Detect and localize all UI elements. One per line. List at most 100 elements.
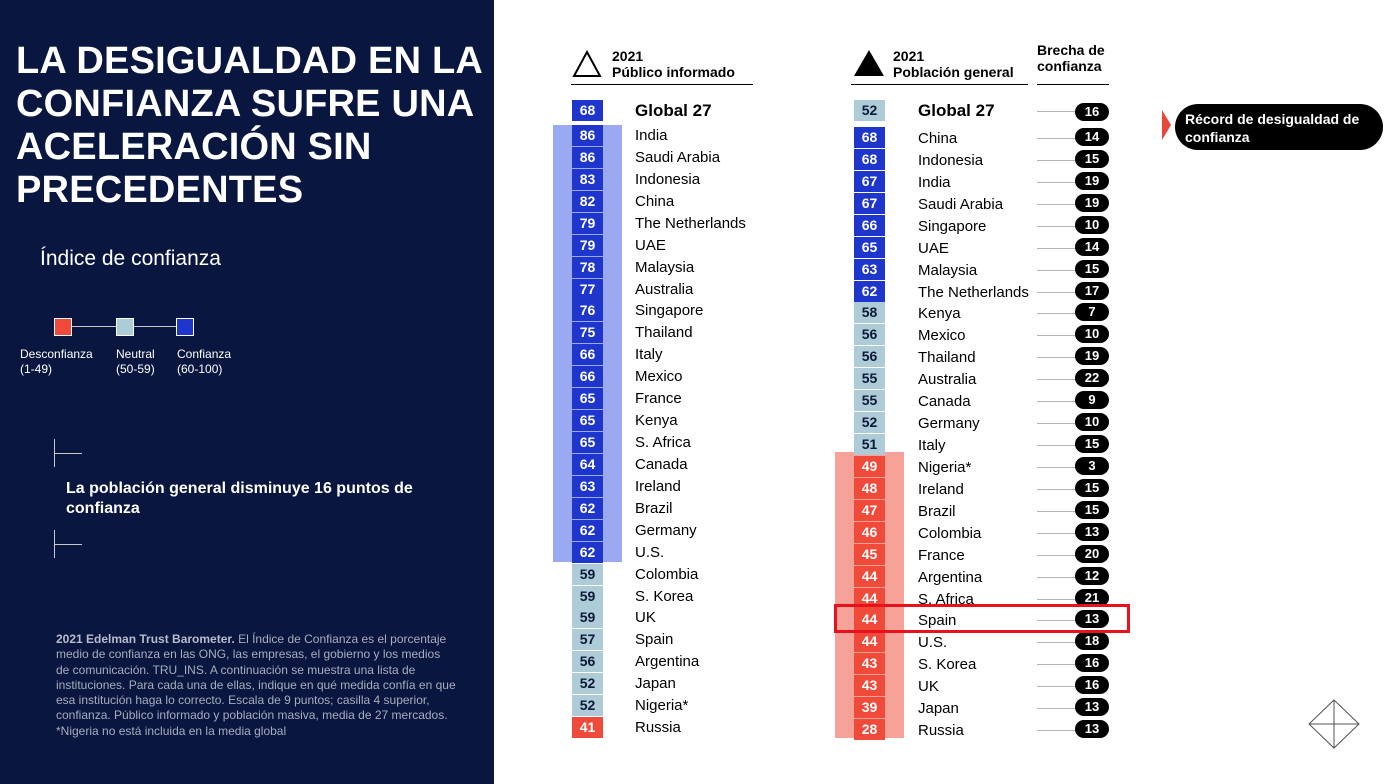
trust-score-badge: 62 — [572, 497, 603, 519]
country-row: 59 Colombia — [572, 563, 772, 585]
gap-leader-line — [1037, 291, 1095, 293]
country-label: India — [635, 127, 668, 144]
trust-score-badge: 55 — [854, 368, 885, 390]
trust-gap-pill: 10 — [1075, 325, 1109, 344]
trust-gap-pill: 10 — [1075, 215, 1109, 234]
trust-score-badge: 65 — [572, 388, 603, 410]
country-label: The Netherlands — [635, 214, 746, 232]
legend-trust-label: Confianza (60-100) — [177, 347, 232, 376]
trust-score-badge: 76 — [572, 300, 603, 322]
country-row: 62 Germany — [572, 519, 772, 541]
country-row: 78 Malaysia — [572, 256, 772, 278]
gap-leader-line — [1037, 554, 1095, 556]
country-label: Ireland — [635, 477, 681, 495]
gap-leader-line — [1037, 138, 1095, 139]
left-panel: LA DESIGUALDAD EN LA CONFIANZA SUFRE UNA… — [0, 0, 494, 784]
country-row: 52 Japan — [572, 673, 772, 695]
country-label: UAE — [635, 236, 666, 254]
trust-score-badge: 56 — [854, 346, 885, 368]
country-label: U.S. — [635, 543, 665, 561]
trust-score-badge: 51 — [854, 434, 885, 456]
general-header: 2021 Población general — [893, 48, 1014, 80]
gap-leader-line — [1037, 598, 1095, 600]
trust-score-badge: 55 — [854, 390, 885, 412]
country-row: 67 India 19 — [854, 170, 1114, 192]
country-row: 79 The Netherlands — [572, 212, 772, 234]
country-row: 44 U.S. 18 — [854, 631, 1114, 653]
trust-score-badge: 75 — [572, 322, 603, 344]
country-label: China — [635, 192, 675, 210]
trust-score-badge: 62 — [572, 519, 603, 541]
gap-leader-line — [1037, 686, 1095, 688]
country-label: India — [918, 173, 951, 191]
country-row: 62 U.S. — [572, 541, 772, 563]
general-triangle-icon — [854, 50, 884, 76]
country-label: The Netherlands — [918, 283, 1029, 301]
country-label: Saudi Arabia — [918, 195, 1004, 213]
informed-header-rule — [571, 84, 753, 85]
trust-gap-pill: 21 — [1075, 588, 1109, 607]
trust-score-badge: 59 — [572, 563, 603, 585]
country-row: 43 S. Korea 16 — [854, 653, 1114, 675]
country-label: Argentina — [918, 568, 983, 586]
country-label: Kenya — [918, 305, 961, 323]
country-row: 57 Spain — [572, 629, 772, 651]
trust-score-badge: 46 — [854, 521, 885, 543]
trust-score-badge: 63 — [572, 475, 603, 497]
country-label: U.S. — [918, 634, 948, 652]
trust-score-badge: 63 — [854, 258, 885, 280]
trust-gap-pill: 16 — [1075, 103, 1109, 121]
trust-score-badge: 44 — [854, 609, 885, 631]
trust-score-badge: 43 — [854, 675, 885, 697]
trust-gap-pill: 9 — [1075, 391, 1109, 410]
gap-leader-line — [1037, 423, 1095, 425]
country-label: Argentina — [635, 653, 700, 671]
country-row: 63 Malaysia 15 — [854, 258, 1114, 280]
country-row: 56 Argentina — [572, 651, 772, 673]
trust-score-badge: 67 — [854, 170, 885, 192]
trust-score-badge: 56 — [854, 324, 885, 346]
country-label: Brazil — [635, 499, 673, 517]
gap-header: Brecha de confianza — [1037, 42, 1105, 74]
country-label: Russia — [918, 722, 964, 740]
country-label: Singapore — [918, 217, 987, 235]
country-row: 39 Japan 13 — [854, 697, 1114, 719]
general-header-rule — [851, 84, 1028, 85]
bracket-top-icon — [54, 439, 82, 467]
country-label: Germany — [918, 415, 980, 433]
spain-highlight-box — [834, 604, 1130, 633]
country-row: 65 S. Africa — [572, 432, 772, 454]
gap-leader-line — [1037, 576, 1095, 578]
gap-leader-line — [1037, 335, 1095, 337]
country-label: France — [918, 546, 965, 564]
country-row: 65 UAE 14 — [854, 236, 1114, 258]
country-label: Global 27 — [635, 101, 712, 120]
country-row: 59 UK — [572, 607, 772, 629]
country-row: 52 Germany 10 — [854, 412, 1114, 434]
country-row: 49 Nigeria* 3 — [854, 455, 1114, 477]
global-row: 68 Global 27 — [572, 100, 772, 121]
trust-score-badge: 65 — [572, 432, 603, 454]
country-row: 65 France — [572, 388, 772, 410]
trust-score-badge: 49 — [854, 455, 885, 477]
country-row: 51 Italy 15 — [854, 434, 1114, 456]
footnote: 2021 Edelman Trust Barometer. El Índice … — [56, 632, 456, 738]
country-label: S. Korea — [635, 587, 694, 605]
trust-score-badge: 48 — [854, 477, 885, 499]
trust-score-badge: 86 — [572, 146, 603, 168]
gap-leader-line — [1037, 510, 1095, 512]
country-row: 64 Canada — [572, 453, 772, 475]
trust-gap-pill: 3 — [1075, 456, 1109, 475]
trust-score-badge: 79 — [572, 212, 603, 234]
country-row: 77 Australia — [572, 278, 772, 300]
country-row: 44 S. Africa 21 — [854, 587, 1114, 609]
country-row: 45 France 20 — [854, 543, 1114, 565]
gap-leader-line — [1037, 269, 1095, 271]
country-label: Colombia — [635, 565, 699, 583]
gap-leader-line — [1037, 313, 1095, 315]
country-label: UK — [918, 678, 939, 696]
trust-score-badge: 68 — [572, 100, 603, 121]
country-label: Kenya — [635, 412, 678, 430]
country-label: Nigeria* — [635, 697, 689, 715]
trust-score-badge: 44 — [854, 565, 885, 587]
